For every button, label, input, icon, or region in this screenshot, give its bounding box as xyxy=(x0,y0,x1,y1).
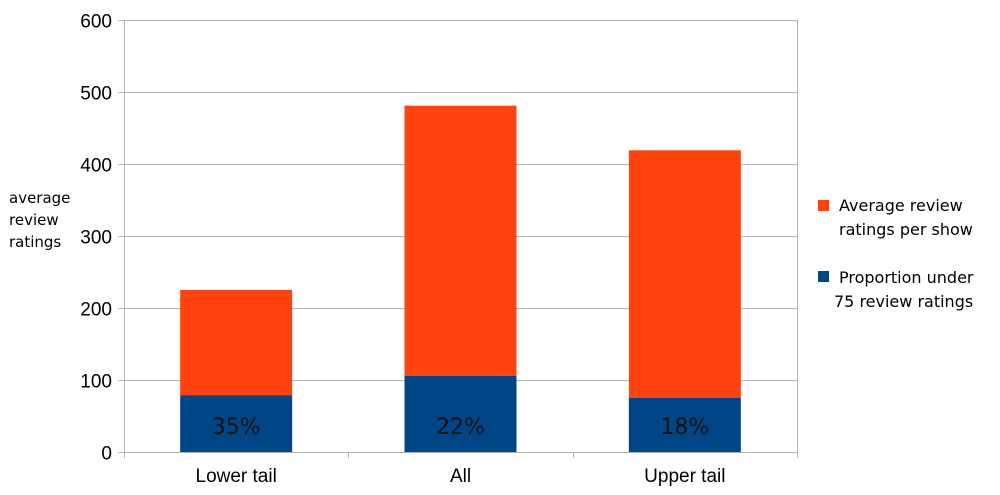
y-tick-label-500: 500 xyxy=(80,84,112,105)
bar-upper-tail-series-1 xyxy=(628,150,741,398)
y-tick-label-200: 200 xyxy=(80,300,112,321)
legend-swatch-proportion-under-75 xyxy=(818,271,829,282)
bar-all-series-0 xyxy=(404,375,517,452)
data-label-lower-tail: 35% xyxy=(212,415,261,440)
data-labels: 35% 22% 18% xyxy=(212,415,710,440)
y-tick-label-100: 100 xyxy=(80,372,112,393)
legend-label-proportion-line-2: 75 review ratings xyxy=(834,292,973,311)
legend-swatch-average-review-ratings xyxy=(818,200,829,211)
legend-label-average-line-2: ratings per show xyxy=(839,220,973,239)
y-tick-label-300: 300 xyxy=(80,228,112,249)
bars xyxy=(180,105,741,452)
bar-lower-tail-series-0 xyxy=(180,395,293,452)
y-tick-label-400: 400 xyxy=(80,156,112,177)
category-label-upper-tail: Upper tail xyxy=(644,466,725,487)
legend: Average review ratings per show Proporti… xyxy=(818,196,974,311)
category-label-all: All xyxy=(450,466,471,487)
y-axis-label-line-1: average xyxy=(9,189,70,207)
bar-lower-tail-series-1 xyxy=(180,290,293,396)
category-labels: Lower tail All Upper tail xyxy=(196,466,726,487)
y-tick-label-0: 0 xyxy=(101,444,112,465)
y-axis-label-line-3: ratings xyxy=(9,233,61,251)
axes xyxy=(118,20,798,458)
data-label-upper-tail: 18% xyxy=(660,415,709,440)
y-tick-labels: 0 100 200 300 400 500 600 xyxy=(80,12,112,465)
category-label-lower-tail: Lower tail xyxy=(196,466,277,487)
legend-label-average-line-1: Average review xyxy=(839,196,963,215)
bar-all-series-1 xyxy=(404,105,517,376)
y-axis-label-line-2: review xyxy=(9,211,59,229)
legend-label-proportion-line-1: Proportion under xyxy=(839,268,974,287)
bar-upper-tail-series-0 xyxy=(628,398,741,452)
y-tick-label-600: 600 xyxy=(80,12,112,33)
data-label-all: 22% xyxy=(436,415,485,440)
